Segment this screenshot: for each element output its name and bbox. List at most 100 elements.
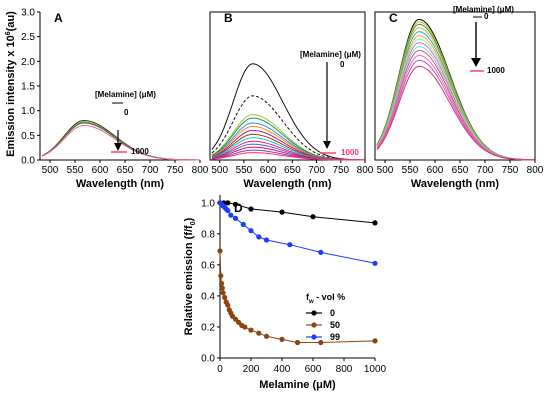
- data-point: [256, 330, 262, 336]
- data-point: [279, 336, 285, 342]
- data-point: [310, 214, 316, 220]
- data-point: [372, 220, 378, 226]
- legend-label: 0: [330, 308, 335, 318]
- spectrum-line: [376, 45, 535, 161]
- spectrum-line: [211, 152, 365, 161]
- x-tick-label: 650: [452, 165, 469, 176]
- x-tick-label: 650: [284, 165, 301, 176]
- y-tick-label: 0.0: [21, 156, 35, 167]
- data-point: [263, 333, 270, 339]
- data-point: [242, 324, 248, 330]
- spectrum-line: [41, 121, 200, 161]
- data-point: [225, 200, 231, 206]
- x-tick-label: 600: [427, 165, 444, 176]
- spectrum-line: [376, 65, 535, 161]
- data-point: [228, 212, 234, 218]
- panel-label: B: [224, 11, 233, 25]
- plot-frame: [209, 11, 366, 161]
- data-point: [318, 339, 324, 346]
- data-point: [256, 234, 262, 240]
- legend-swatch-marker: [311, 322, 317, 328]
- y-tick-label: 0.6: [201, 260, 215, 271]
- x-tick-label: 550: [236, 165, 253, 176]
- data-point: [219, 285, 225, 291]
- x-tick-label: 750: [167, 165, 184, 176]
- data-point: [372, 338, 378, 344]
- x-tick-label: 550: [402, 165, 419, 176]
- y-tick-label: 1.0: [21, 106, 35, 117]
- x-tick-label: 800: [336, 364, 353, 375]
- series-line: [219, 202, 376, 264]
- data-point: [222, 294, 228, 301]
- plot-frame: [374, 11, 536, 161]
- spectrum-line: [376, 42, 535, 161]
- y-axis-label: Relative emission (f/f0): [183, 217, 197, 335]
- panel-a: 500 550 600 650 700 750 800 0.0 0.5 1.0 1.5 2.0 2.5 3…: [21, 8, 209, 191]
- x-tick-label: 700: [142, 165, 159, 176]
- annotation-end: 1000: [131, 147, 149, 156]
- series-line: [220, 202, 376, 224]
- x-tick-label: 550: [67, 165, 84, 176]
- panel-label: D: [234, 201, 243, 215]
- data-point: [220, 290, 226, 296]
- panel-b: 500 550 600 650 700 750 800 Wavelength (nm) B [Me…: [209, 11, 374, 190]
- x-tick-label: 700: [308, 165, 325, 176]
- x-axis-label: Wavelength (nm): [411, 178, 500, 190]
- annotation-title: [Melamine] (μM): [300, 50, 361, 59]
- spectrum-line: [41, 122, 200, 161]
- y-tick-label: 1.0: [201, 198, 215, 209]
- data-point: [217, 248, 223, 254]
- data-point: [240, 221, 246, 228]
- x-axis-label: Wavelength (nm): [243, 178, 332, 190]
- x-tick-label: 800: [527, 165, 544, 176]
- x-tick-label: 600: [305, 364, 322, 375]
- annotation-start: 0: [124, 108, 129, 117]
- data-point: [248, 228, 254, 234]
- x-tick-label: 500: [42, 165, 59, 176]
- annotation-start: 0: [340, 60, 345, 69]
- legend-title: fw - vol %: [306, 292, 345, 305]
- x-axis-label: Wavelength (nm): [76, 178, 165, 190]
- y-tick-label: 0.8: [201, 229, 215, 240]
- x-tick-label: 600: [92, 165, 109, 176]
- y-tick-label: 2.0: [21, 57, 35, 68]
- legend-label: 50: [330, 320, 340, 330]
- x-tick-label: 400: [274, 364, 291, 375]
- arrow-head: [471, 58, 481, 67]
- panel-d: 0 200 400 600 800 1000 0.0 0.2 0.4 0.6 0.8 1.0 Melam…: [183, 195, 387, 391]
- y-tick-label: 0.4: [201, 291, 215, 302]
- data-point: [232, 215, 239, 221]
- data-point: [263, 237, 270, 243]
- data-point: [248, 206, 254, 212]
- y-tick-label: 0.5: [21, 131, 35, 142]
- x-tick-label: 500: [377, 165, 394, 176]
- data-point: [219, 280, 225, 287]
- data-point: [225, 207, 231, 214]
- spectrum-line: [41, 119, 200, 161]
- y-tick-label: 1.5: [21, 82, 35, 93]
- data-point: [279, 209, 285, 215]
- y-tick-label: 3.0: [21, 8, 35, 19]
- legend-label: 99: [330, 332, 340, 342]
- arrow-head: [323, 141, 331, 149]
- x-tick-label: 500: [211, 165, 228, 176]
- x-tick-label: 650: [117, 165, 134, 176]
- shared-ylabel: Emission intensity x 106(au): [5, 11, 17, 157]
- panel-label: A: [54, 11, 63, 25]
- panel-label: C: [389, 11, 398, 25]
- panel-c: 500 550 600 650 700 750 800 Wavelength (nm) C [Me…: [374, 5, 544, 190]
- annotation-title: [Melamine] (μM): [95, 90, 156, 99]
- legend-swatch-marker: [311, 310, 317, 316]
- data-point: [232, 201, 239, 207]
- x-tick-label: 200: [243, 364, 260, 375]
- data-point: [372, 260, 378, 266]
- x-tick-label: 700: [477, 165, 494, 176]
- annotation-end: 1000: [341, 148, 359, 157]
- legend: fw - vol % 0 50 99: [306, 292, 345, 342]
- annotation-start: 0: [484, 12, 489, 21]
- x-tick-label: 750: [502, 165, 519, 176]
- legend-swatch-marker: [311, 334, 317, 340]
- data-point: [294, 339, 301, 346]
- spectrum-line: [41, 125, 200, 161]
